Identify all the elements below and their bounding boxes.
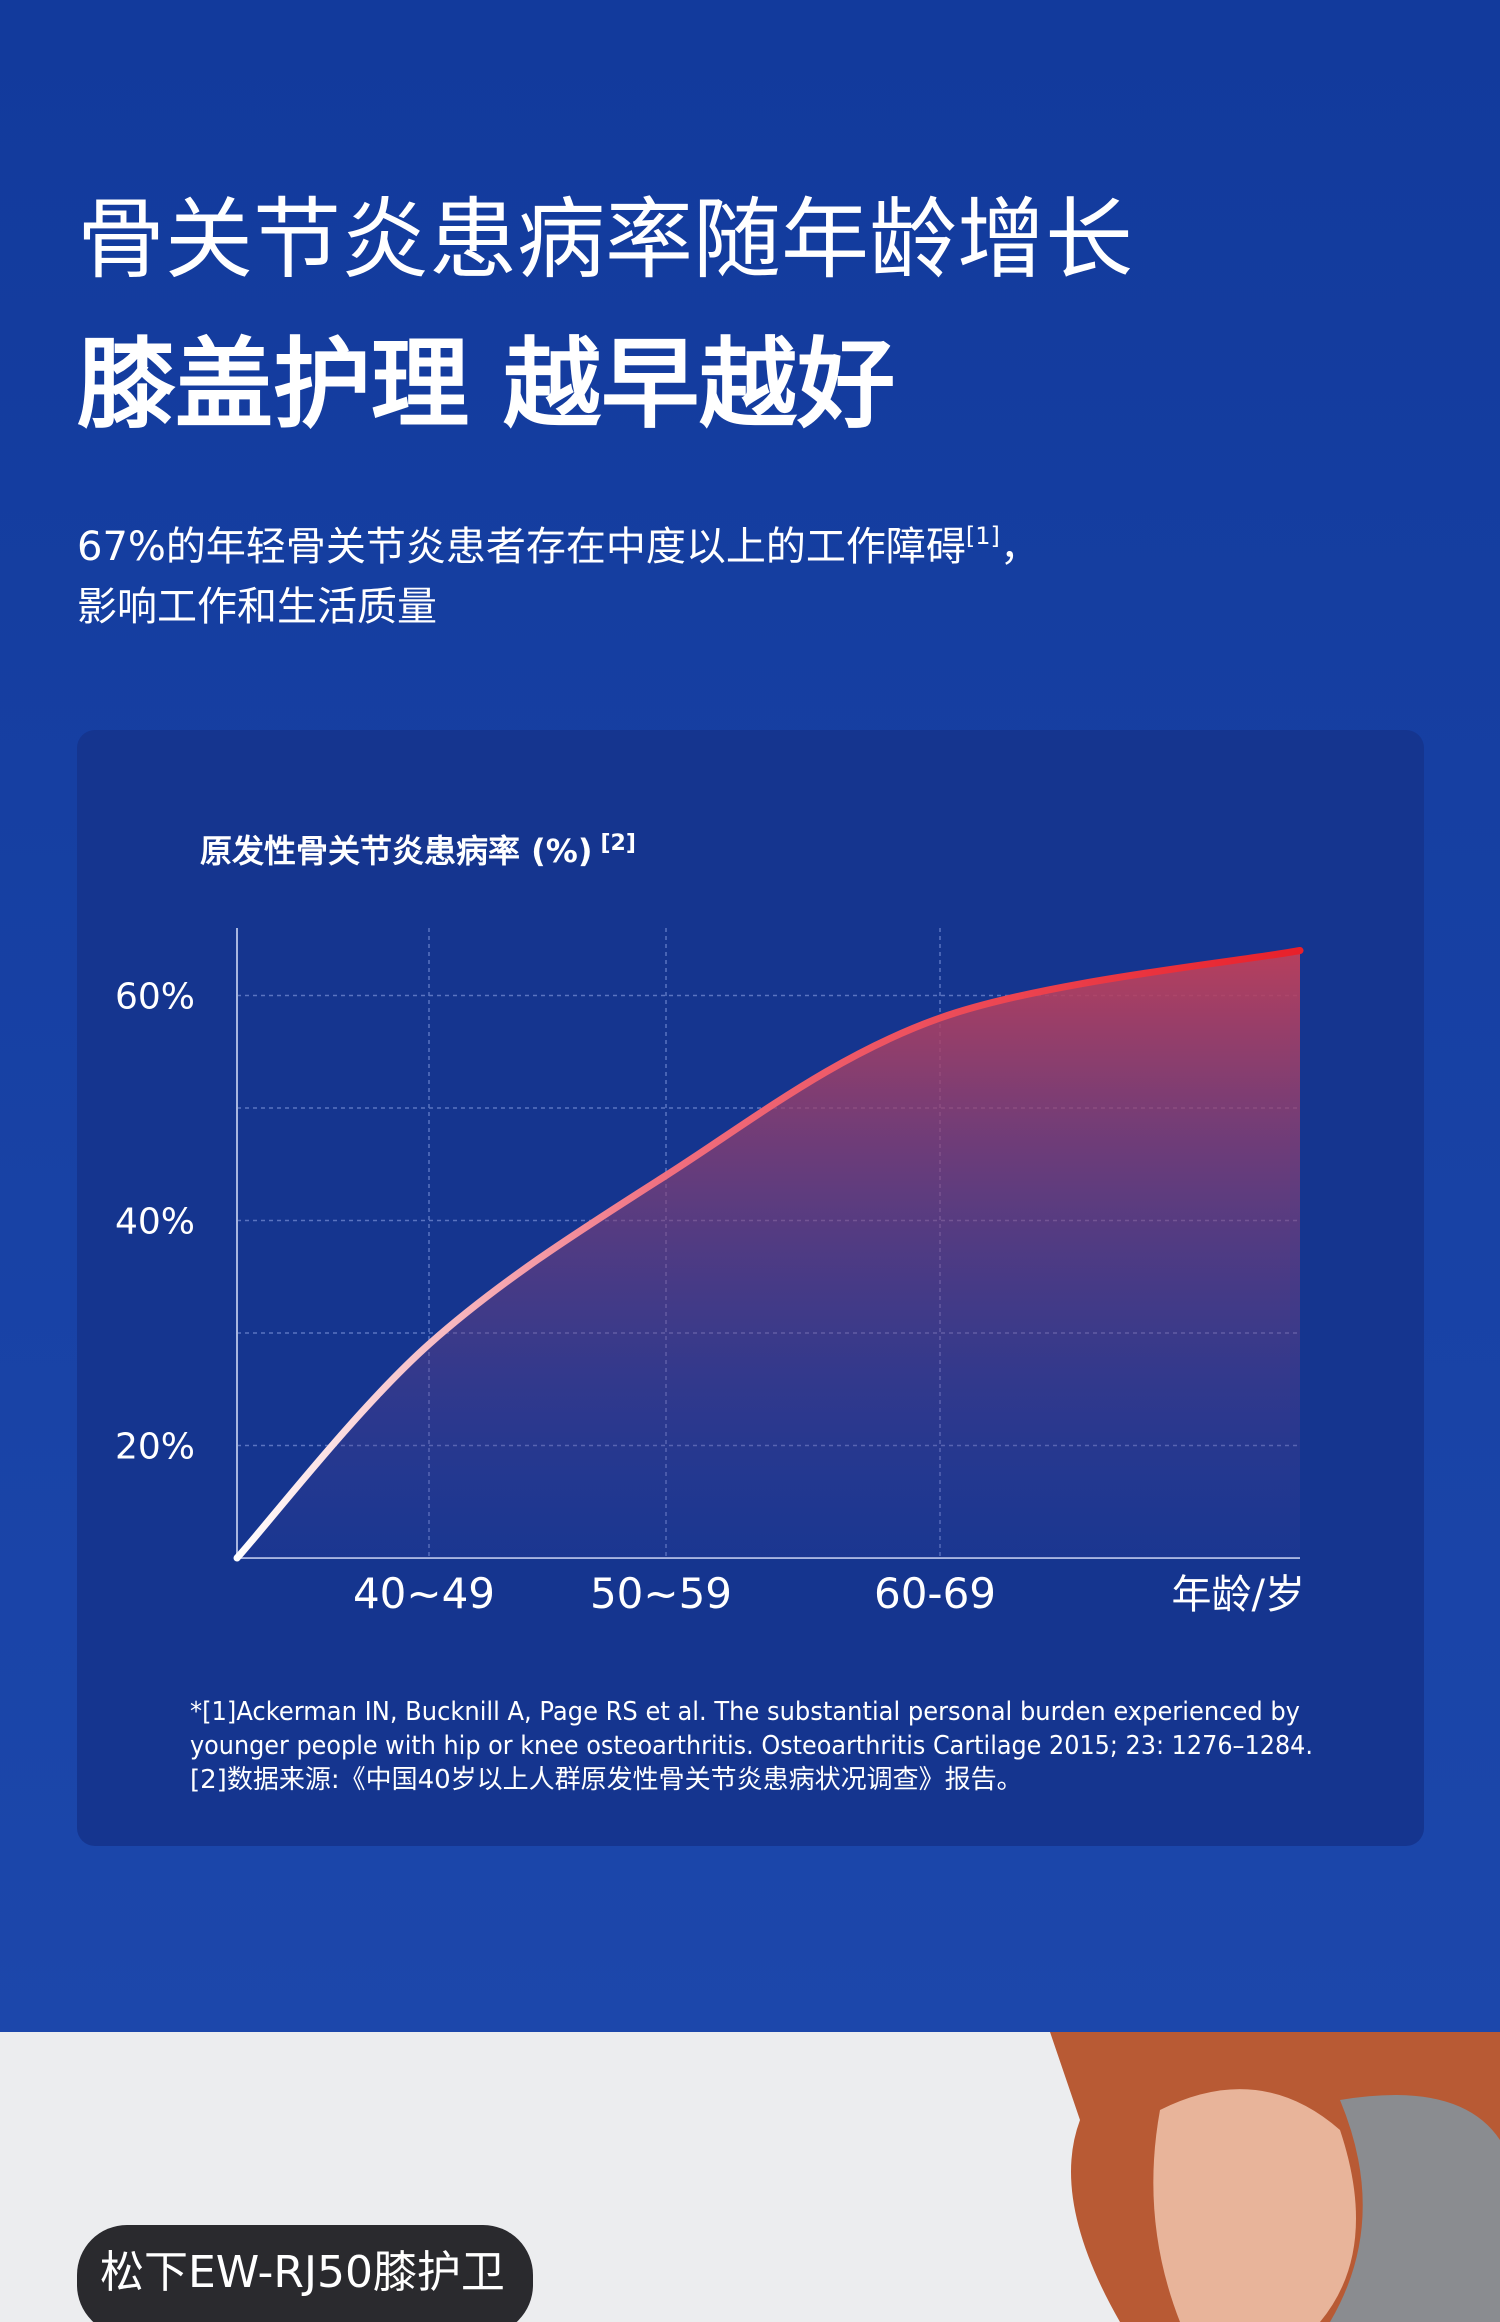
face xyxy=(1153,2089,1356,2322)
subtitle: 影响工作和生活质量 xyxy=(77,584,437,630)
chart-title: 原发性骨关节炎患病率 (%) [2] xyxy=(200,831,636,870)
line xyxy=(233,947,1304,1562)
punct: ， xyxy=(1000,524,1040,570)
x-axis-label: 年龄/岁 xyxy=(1172,1572,1305,1618)
x-tick-label: 50~59 xyxy=(590,1569,732,1618)
y-tick-label: 20% xyxy=(115,1427,195,1468)
footnote: *[1]Ackerman IN, Bucknill A, Page RS et … xyxy=(190,1697,1300,1727)
area xyxy=(237,950,1300,1558)
subtitle: 67%的年轻骨关节炎患者存在中度以上的工作障碍[1]， xyxy=(77,522,1040,570)
title: 骨关节炎患病率随年龄增长 xyxy=(77,188,1133,291)
footnote: [2]数据来源:《中国40岁以上人群原发性骨关节炎患病状况调查》报告。 xyxy=(190,1765,1023,1795)
headline: 膝盖护理 越早越好 xyxy=(77,328,895,442)
badge-text: 松下EW-RJ50膝护卫 xyxy=(100,2247,505,2298)
ref: [2] xyxy=(600,831,635,856)
plot: 20% 40% 60% 40~49 50~59 60-69 xyxy=(115,928,1304,1618)
subtitle-text: 67%的年轻骨关节炎患者存在中度以上的工作障碍 xyxy=(77,524,966,570)
y-tick-label: 40% xyxy=(115,1202,195,1243)
x-tick-label: 60-69 xyxy=(874,1569,996,1618)
scarf xyxy=(1330,2095,1500,2322)
ref: [1] xyxy=(966,522,1000,550)
footnote: younger people with hip or knee osteoart… xyxy=(190,1731,1313,1761)
badge xyxy=(77,2225,533,2322)
y-tick-label: 60% xyxy=(115,977,195,1018)
chart-title-text: 原发性骨关节炎患病率 (%) xyxy=(200,832,592,870)
x-tick-label: 40~49 xyxy=(353,1569,495,1618)
